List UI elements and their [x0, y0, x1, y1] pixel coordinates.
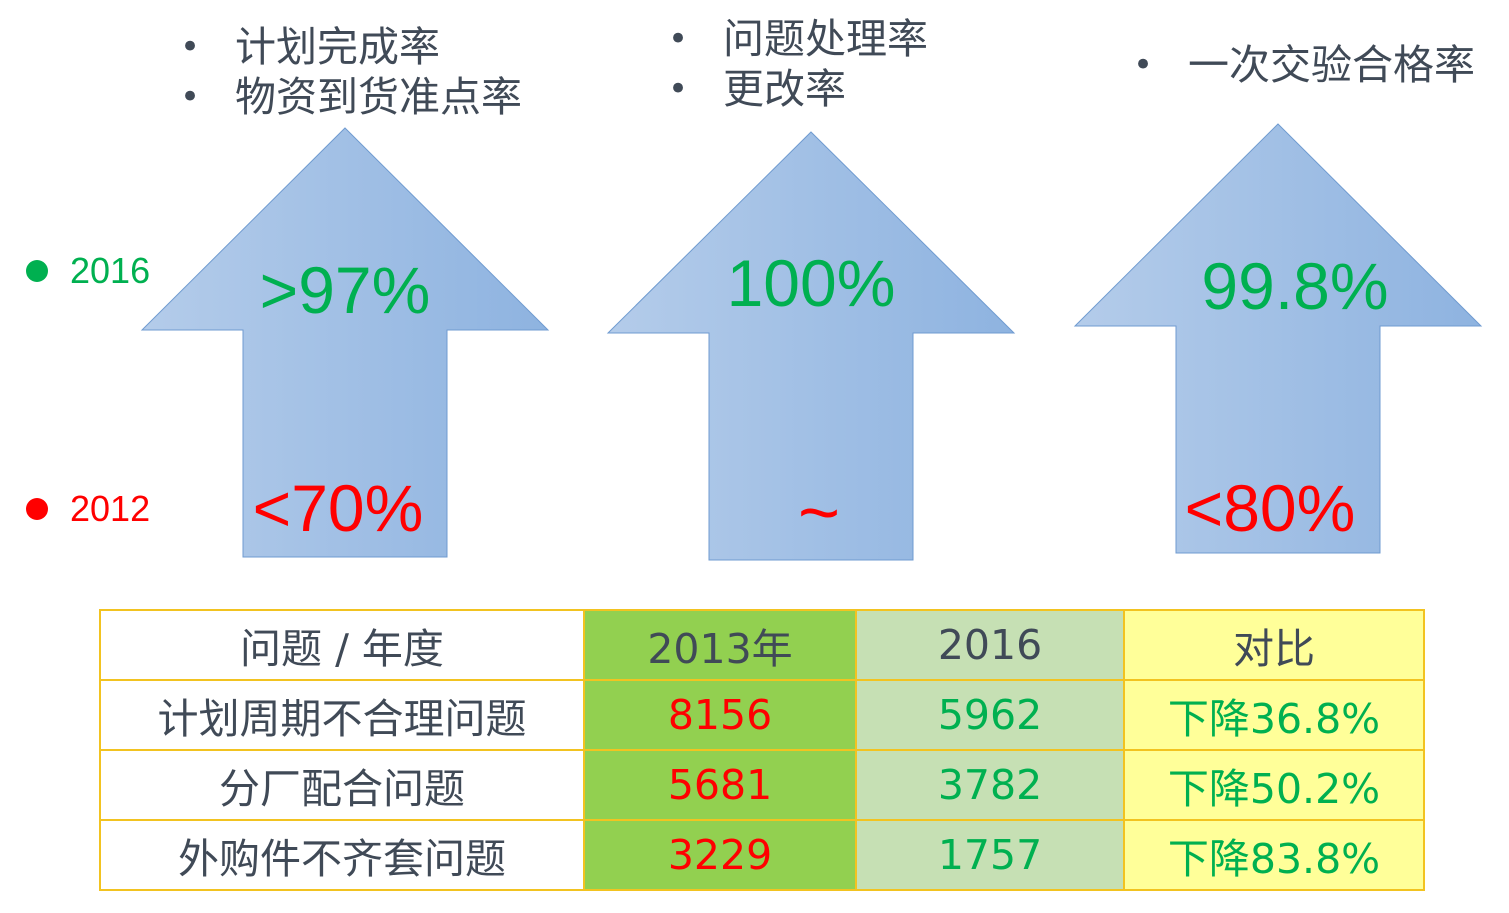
bullet-text: 物资到货准点率 [235, 73, 522, 121]
value-2016: 1757 [855, 819, 1125, 891]
bullet-text: 更改率 [723, 65, 846, 113]
legend-dot-green [26, 260, 48, 282]
value-2016-col-3: 99.8% [1201, 249, 1389, 323]
value-2016: 3782 [855, 749, 1125, 821]
up-arrow-icon [606, 131, 1016, 561]
table-header-row: 问题 / 年度 2013年 2016 对比 [99, 609, 1425, 681]
value-2012-col-2: ~ [797, 473, 841, 553]
legend-2012: 2012 [26, 488, 150, 530]
table-row: 分厂配合问题 5681 3782 下降50.2% [99, 749, 1425, 821]
bullet-item: • 更改率 [668, 64, 928, 114]
bullet-item: • 一次交验合格率 [1133, 40, 1475, 90]
value-2016: 5962 [855, 679, 1125, 751]
up-arrow-icon [140, 127, 550, 558]
table-row: 外购件不齐套问题 3229 1757 下降83.8% [99, 819, 1425, 891]
bullet-text: 计划完成率 [235, 23, 440, 71]
arrows-graphic [140, 123, 1483, 561]
legend-label: 2016 [70, 250, 151, 291]
comparison-value: 下降83.8% [1123, 819, 1425, 891]
value-2016-col-1: >97% [259, 253, 431, 327]
header-cell: 问题 / 年度 [99, 609, 585, 681]
legend-dot-red [26, 498, 48, 520]
issue-label: 计划周期不合理问题 [99, 679, 585, 751]
bullet-item: • 计划完成率 [180, 22, 522, 72]
legend-2016: 2016 [26, 250, 150, 292]
header-cell: 2016 [855, 609, 1125, 681]
value-2013: 8156 [583, 679, 857, 751]
value-2013: 5681 [583, 749, 857, 821]
bullet-text: 问题处理率 [723, 15, 928, 63]
bullets-col-3: • 一次交验合格率 [1133, 40, 1475, 90]
header-cell: 2013年 [583, 609, 857, 681]
bullet-text: 一次交验合格率 [1188, 41, 1475, 89]
bullet-item: • 物资到货准点率 [180, 72, 522, 122]
table-row: 计划周期不合理问题 8156 5962 下降36.8% [99, 679, 1425, 751]
legend-label: 2012 [70, 488, 151, 529]
bullet-item: • 问题处理率 [668, 14, 928, 64]
comparison-value: 下降50.2% [1123, 749, 1425, 821]
issue-label: 分厂配合问题 [99, 749, 585, 821]
bullets-col-2: • 问题处理率 • 更改率 [668, 14, 928, 114]
value-2013: 3229 [583, 819, 857, 891]
value-2016-col-2: 100% [726, 246, 896, 320]
issue-label: 外购件不齐套问题 [99, 819, 585, 891]
bullets-col-1: • 计划完成率 • 物资到货准点率 [180, 22, 522, 122]
comparison-value: 下降36.8% [1123, 679, 1425, 751]
comparison-table: 问题 / 年度 2013年 2016 对比 计划周期不合理问题 8156 596… [99, 609, 1425, 891]
value-2012-col-3: <80% [1184, 471, 1356, 545]
up-arrow-icon [1073, 123, 1483, 554]
header-cell: 对比 [1123, 609, 1425, 681]
value-2012-col-1: <70% [252, 471, 424, 545]
